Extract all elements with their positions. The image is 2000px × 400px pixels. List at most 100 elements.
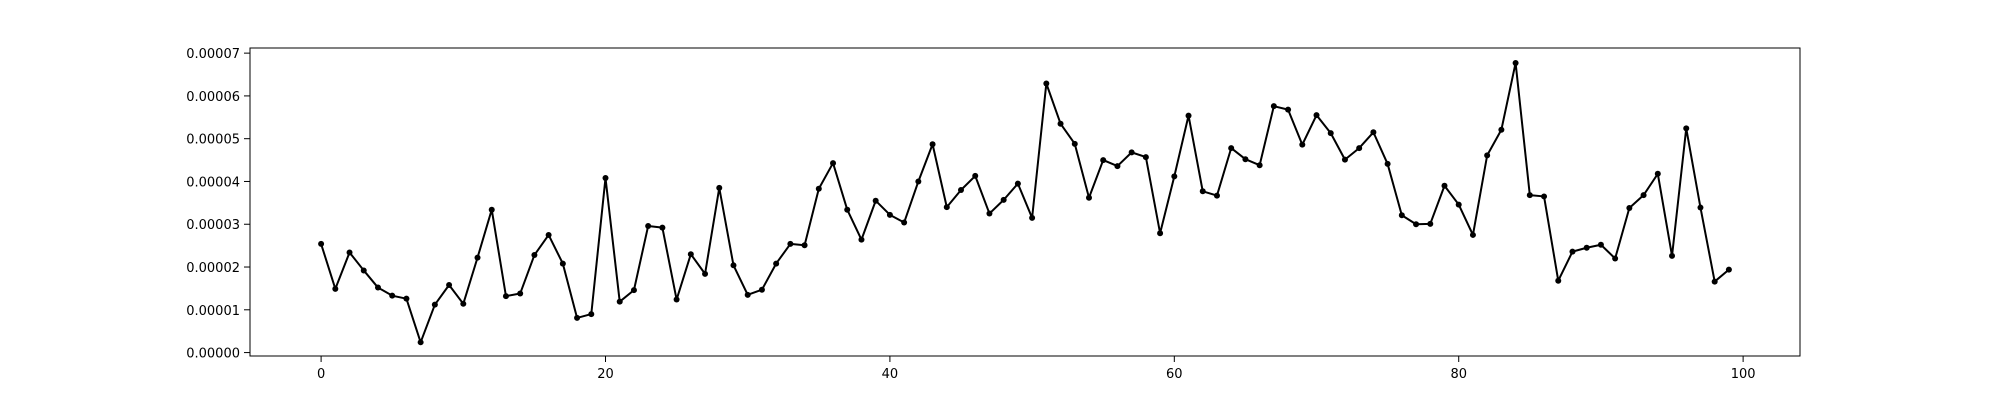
data-point xyxy=(1555,277,1562,284)
data-point xyxy=(1057,120,1064,127)
data-point xyxy=(1512,59,1519,66)
data-point xyxy=(588,311,595,318)
data-point xyxy=(1711,278,1718,285)
data-point xyxy=(958,187,965,194)
data-point xyxy=(474,254,481,261)
y-axis: 0.00000 0.00001 0.00002 0.00003 0.00004 0.000… xyxy=(186,47,250,362)
data-point xyxy=(1427,220,1434,227)
data-point xyxy=(901,219,908,226)
data-point xyxy=(1697,204,1704,211)
data-point xyxy=(943,204,950,211)
data-point xyxy=(1469,231,1476,238)
data-point xyxy=(830,160,837,167)
data-point xyxy=(1569,248,1576,255)
x-tick-label: 20 xyxy=(597,367,614,382)
data-point xyxy=(1669,252,1676,259)
data-point xyxy=(730,262,737,269)
data-point xyxy=(1029,214,1036,221)
data-point xyxy=(1441,182,1448,189)
data-point xyxy=(403,295,410,302)
data-point xyxy=(716,184,723,191)
data-point xyxy=(858,236,865,243)
data-point xyxy=(1228,145,1235,152)
data-point xyxy=(417,339,424,346)
series-line xyxy=(320,61,1730,344)
data-point xyxy=(1384,160,1391,167)
data-point xyxy=(332,285,339,292)
data-point xyxy=(1043,80,1050,87)
data-point xyxy=(687,251,694,258)
data-point xyxy=(673,296,680,303)
data-point xyxy=(1085,194,1092,201)
data-point xyxy=(1242,156,1249,163)
y-tick-label: 0.00001 xyxy=(186,304,240,319)
data-point xyxy=(1583,244,1590,251)
data-point xyxy=(659,224,666,231)
data-point xyxy=(1327,130,1334,137)
data-point xyxy=(1157,230,1164,237)
y-tick-label: 0.00005 xyxy=(186,133,240,148)
data-point xyxy=(1299,141,1306,148)
data-point xyxy=(1526,192,1533,199)
data-point xyxy=(773,260,780,267)
y-tick-label: 0.00007 xyxy=(186,47,240,62)
data-point xyxy=(986,210,993,217)
data-point xyxy=(787,240,794,247)
data-point xyxy=(702,270,709,277)
data-point xyxy=(545,231,552,238)
data-point xyxy=(1654,170,1661,177)
data-point xyxy=(517,290,524,297)
data-point xyxy=(1014,180,1021,187)
data-point xyxy=(374,284,381,291)
y-tick-label: 0.00003 xyxy=(186,218,240,233)
data-point xyxy=(1626,204,1633,211)
x-tick-label: 0 xyxy=(317,367,325,382)
data-point xyxy=(616,298,623,305)
data-point xyxy=(1498,126,1505,133)
data-point xyxy=(1313,112,1320,119)
data-point xyxy=(318,240,325,247)
data-point xyxy=(1484,152,1491,159)
data-point xyxy=(1640,192,1647,199)
data-point xyxy=(645,222,652,229)
data-point xyxy=(1597,241,1604,248)
data-point xyxy=(844,206,851,213)
data-point xyxy=(886,211,893,218)
data-point xyxy=(502,293,509,300)
data-point xyxy=(1000,196,1007,203)
data-point xyxy=(1612,255,1619,262)
x-axis: 0 20 40 60 80 100 xyxy=(317,356,1756,382)
data-point xyxy=(431,301,438,308)
data-point xyxy=(1071,140,1078,147)
data-point xyxy=(360,267,367,274)
data-point xyxy=(1100,157,1107,164)
x-tick-label: 100 xyxy=(1731,367,1756,382)
data-point xyxy=(1683,125,1690,132)
data-point xyxy=(1455,201,1462,208)
data-point xyxy=(1413,221,1420,228)
data-point xyxy=(446,281,453,288)
data-point xyxy=(389,292,396,299)
data-point xyxy=(531,252,538,259)
data-point xyxy=(346,249,353,256)
data-point xyxy=(744,291,751,298)
data-point xyxy=(1370,129,1377,136)
data-point xyxy=(801,242,808,249)
x-tick-label: 60 xyxy=(1166,367,1183,382)
y-tick-label: 0.00002 xyxy=(186,261,240,276)
data-points xyxy=(318,59,1732,346)
y-tick-label: 0.00000 xyxy=(186,347,240,362)
data-point xyxy=(1541,193,1548,200)
y-tick-label: 0.00004 xyxy=(186,175,240,190)
data-point xyxy=(1341,156,1348,163)
data-point xyxy=(929,141,936,148)
data-point xyxy=(872,197,879,204)
data-point xyxy=(1398,212,1405,219)
x-tick-label: 80 xyxy=(1450,367,1467,382)
data-point xyxy=(460,300,467,307)
data-point xyxy=(1270,103,1277,110)
data-point xyxy=(915,178,922,185)
data-point xyxy=(1142,154,1149,161)
data-point xyxy=(1114,163,1121,170)
